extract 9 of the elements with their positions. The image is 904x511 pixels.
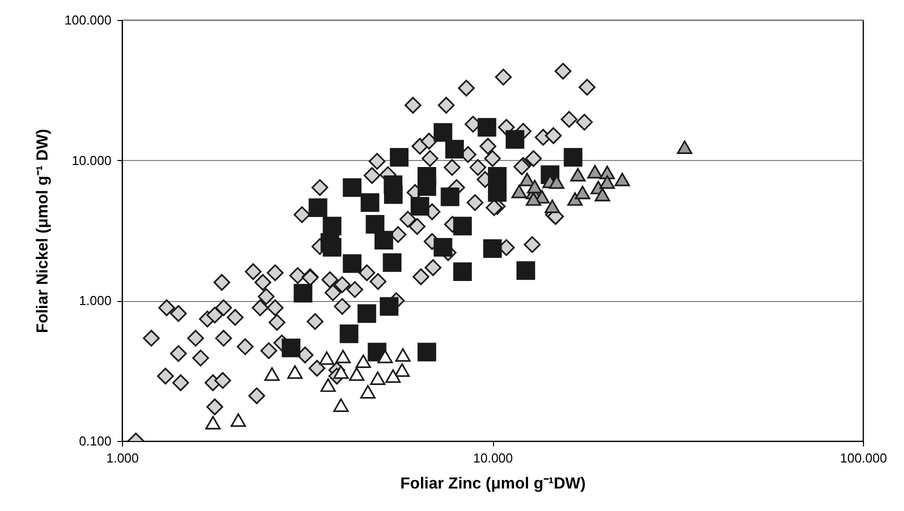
y-tick-label: 1.000 (78, 293, 112, 308)
x-tick-label: 1.000 (106, 450, 139, 466)
y-tick-label: 10.000 (72, 152, 112, 168)
y-tick-label: 0.100 (78, 434, 112, 448)
x-tick-label: 100.000 (840, 450, 887, 466)
y-tick-label: 100.000 (64, 12, 112, 28)
y-axis-title: Foliar Nickel (μmol g⁻¹ DW) (34, 128, 52, 334)
x-axis-title: Foliar Zinc (μmol g⁻¹DW) (400, 476, 586, 492)
x-tick-label: 10.000 (473, 450, 513, 466)
